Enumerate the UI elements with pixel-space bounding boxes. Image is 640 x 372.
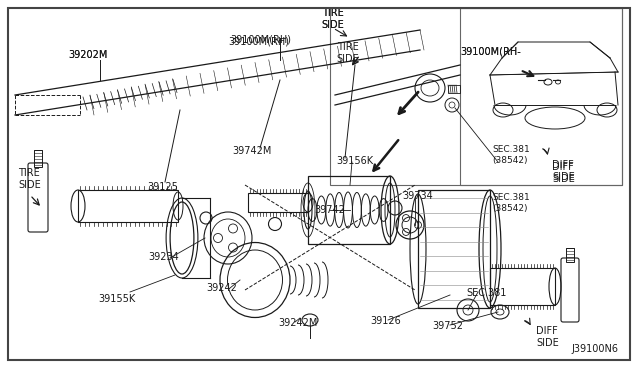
Bar <box>448 85 460 93</box>
Text: 39155K: 39155K <box>98 294 135 304</box>
Text: TIRE
SIDE: TIRE SIDE <box>322 8 344 31</box>
Text: 39752: 39752 <box>432 321 463 331</box>
Text: SEC.381: SEC.381 <box>466 288 506 298</box>
Text: 39100M(RH‐: 39100M(RH‐ <box>460 46 521 56</box>
Text: TIRE
SIDE: TIRE SIDE <box>337 42 360 64</box>
Bar <box>248 193 308 212</box>
Bar <box>308 176 390 244</box>
Text: TIRE
SIDE: TIRE SIDE <box>18 168 41 190</box>
Text: SEC.381
(38542): SEC.381 (38542) <box>492 193 530 213</box>
Text: 39742M: 39742M <box>232 146 271 156</box>
Text: 39202M: 39202M <box>68 50 108 60</box>
Text: 39242M: 39242M <box>278 318 317 328</box>
Text: 39734: 39734 <box>402 191 433 201</box>
Text: 39126: 39126 <box>370 316 401 326</box>
Bar <box>460 8 622 185</box>
Text: DIFF
SIDE: DIFF SIDE <box>552 160 575 182</box>
Text: DIFF
SIDE: DIFF SIDE <box>552 162 575 185</box>
Text: 39100M(RH‐: 39100M(RH‐ <box>460 46 521 56</box>
Text: 39125: 39125 <box>147 182 178 192</box>
Text: 39202M: 39202M <box>68 50 108 60</box>
Bar <box>490 268 555 305</box>
Text: 39242: 39242 <box>206 283 237 293</box>
Text: 39742: 39742 <box>314 205 345 215</box>
Text: SEC.381
(38542): SEC.381 (38542) <box>492 145 530 165</box>
Text: 39234: 39234 <box>148 252 179 262</box>
Text: 39100M(RH): 39100M(RH) <box>230 35 291 45</box>
Bar <box>78 190 178 222</box>
Text: TIRE
SIDE: TIRE SIDE <box>322 8 344 31</box>
Bar <box>34 150 42 167</box>
Text: 39100M(RH): 39100M(RH) <box>228 36 289 46</box>
Text: 39156K: 39156K <box>336 156 373 166</box>
Bar <box>566 248 574 262</box>
Bar <box>330 8 622 185</box>
Text: J39100N6: J39100N6 <box>571 344 618 354</box>
Bar <box>418 190 490 308</box>
Text: DIFF
SIDE: DIFF SIDE <box>536 326 559 349</box>
